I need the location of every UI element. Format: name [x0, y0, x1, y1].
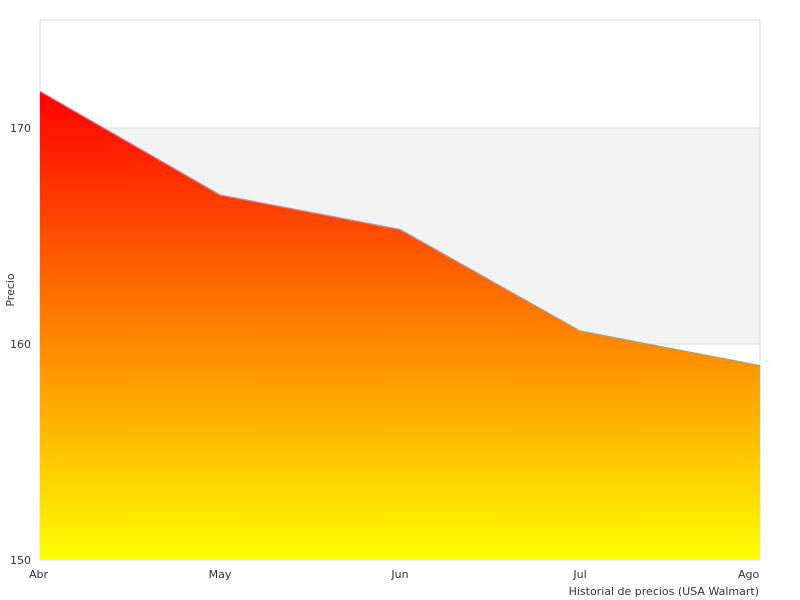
y-tick-label: 160 — [10, 338, 31, 351]
x-tick-label: Abr — [29, 568, 49, 581]
y-tick-label: 170 — [10, 122, 31, 135]
y-axis-ticks: 150 160 170 — [10, 122, 31, 567]
x-tick-label: Jul — [572, 568, 586, 581]
x-tick-label: Jun — [390, 568, 408, 581]
x-axis-ticks: Abr May Jun Jul Ago — [29, 568, 760, 581]
y-axis-label: Precio — [4, 273, 17, 307]
x-axis-label: Historial de precios (USA Walmart) — [569, 585, 759, 598]
x-tick-label: May — [209, 568, 232, 581]
y-tick-label: 150 — [10, 554, 31, 567]
price-line — [39, 90, 761, 367]
price-area — [40, 91, 760, 560]
x-tick-label: Ago — [738, 568, 760, 581]
